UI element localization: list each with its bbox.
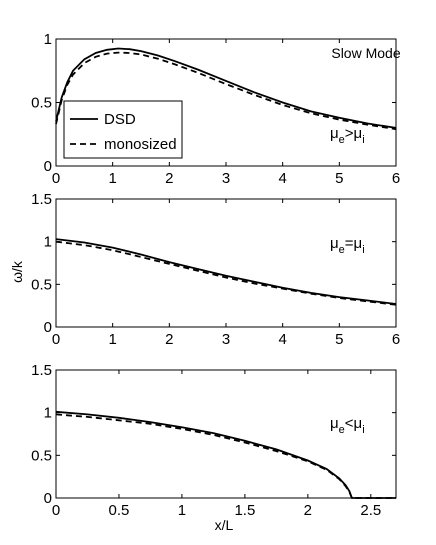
y-tick-label: 1.5: [31, 362, 52, 379]
x-tick-label: 6: [392, 331, 400, 348]
x-tick-label: 3: [222, 170, 230, 187]
legend-label: monosized: [104, 136, 177, 153]
x-tick-label: 2.5: [360, 502, 381, 519]
x-tick-label: 5: [335, 170, 343, 187]
x-tick-label: 0.5: [109, 502, 130, 519]
condition-annotation: μe=μi: [330, 235, 365, 256]
series-line-monosized: [55, 240, 397, 306]
condition-annotation: μe<μi: [330, 415, 365, 436]
x-tick-label: 5: [335, 331, 343, 348]
x-tick-label: 4: [278, 331, 286, 348]
y-axis-label: ω/k: [9, 260, 25, 283]
x-axis-label: x/L: [215, 517, 234, 533]
y-tick-label: 0: [44, 158, 52, 175]
x-tick-label: 4: [278, 170, 286, 187]
y-tick-label: 0: [44, 490, 52, 507]
y-tick-label: 1.5: [31, 191, 52, 208]
x-tick-label: 0: [52, 502, 60, 519]
x-tick-label: 1: [108, 170, 116, 187]
x-tick-label: 2: [304, 502, 312, 519]
x-tick-label: 2: [165, 331, 173, 348]
x-tick-label: 3: [222, 331, 230, 348]
condition-annotation: μe>μi: [330, 125, 365, 146]
annotation-text: Slow Mode: [331, 45, 400, 61]
legend-box: [63, 100, 183, 159]
y-tick-label: 0: [44, 319, 52, 336]
y-tick-label: 0.5: [31, 447, 52, 464]
y-tick-label: 1: [44, 405, 52, 422]
series-line-monosized: [55, 413, 396, 499]
legend-label: DSD: [104, 111, 136, 128]
x-tick-label: 0: [52, 170, 60, 187]
series-line-dsd: [55, 238, 397, 305]
series-line-monosized: [55, 51, 397, 131]
legend: DSD monosized: [63, 100, 183, 159]
x-tick-label: 1: [108, 331, 116, 348]
x-tick-label: 1: [178, 502, 186, 519]
x-tick-label: 2: [165, 170, 173, 187]
chart-panel-2: 0 1 2 3 4 5 6 0 0.5 1 1.5 μe=μi: [31, 191, 400, 348]
series-line-dsd: [55, 47, 397, 129]
x-tick-label: 0: [52, 331, 60, 348]
series-line-dsd: [55, 410, 396, 499]
chart-panel-1: 0 1 2 3 4 5 6 0 0.5 1 Slow Mode μe>μi DSD monosized: [31, 31, 401, 187]
x-tick-label: 6: [392, 170, 400, 187]
x-tick-label: 1.5: [234, 502, 255, 519]
y-tick-label: 1: [44, 234, 52, 251]
chart-panel-3: 0 0.5 1 1.5 2 2.5 0 0.5 1 1.5 μe<μi: [31, 362, 397, 519]
y-tick-label: 0.5: [31, 95, 52, 112]
plot-frame: [55, 369, 397, 499]
y-tick-label: 0.5: [31, 276, 52, 293]
y-tick-label: 1: [44, 31, 52, 48]
